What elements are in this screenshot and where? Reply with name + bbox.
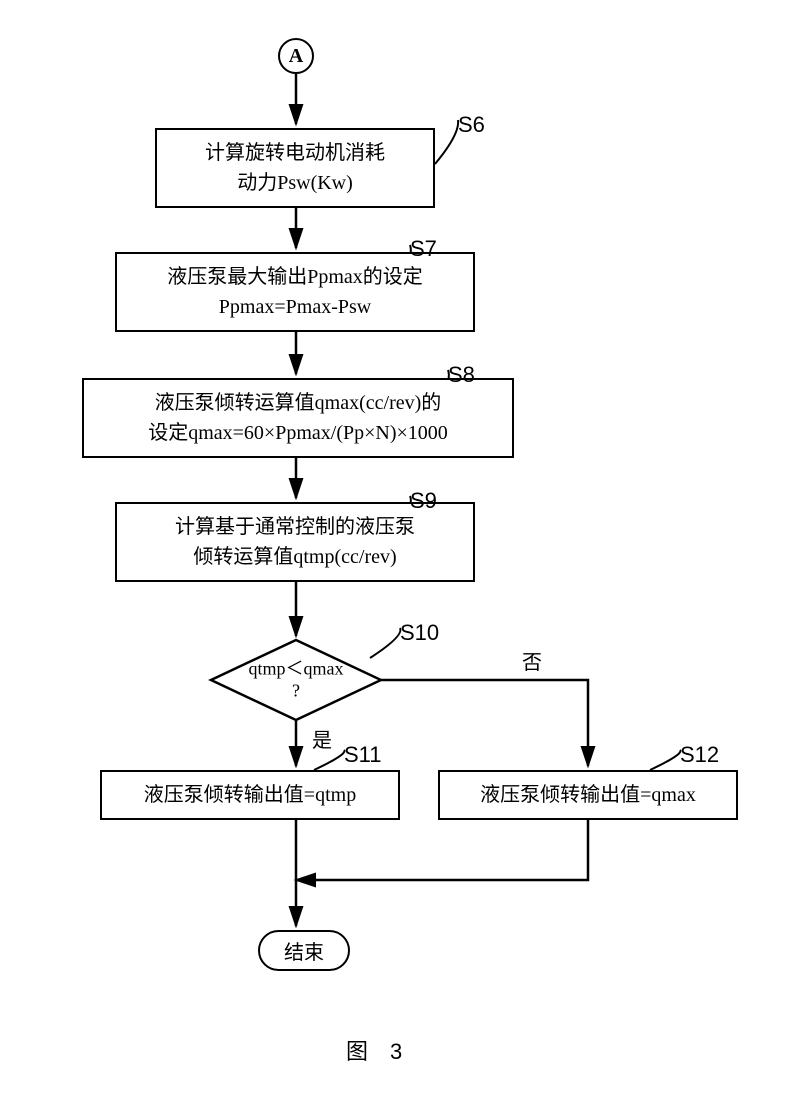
step-s12-line1: 液压泵倾转输出值=qmax [480,780,696,810]
connector-label: A [289,45,303,68]
step-s6-line1: 计算旋转电动机消耗 [205,138,385,168]
step-s11-line1: 液压泵倾转输出值=qtmp [144,780,356,810]
terminator-text: 结束 [284,942,324,964]
step-s8-box: 液压泵倾转运算值qmax(cc/rev)的 设定qmax=60×Ppmax/(P… [82,378,514,458]
step-s9-label: S9 [410,488,437,514]
step-s7-line1: 液压泵最大输出Ppmax的设定 [167,262,423,292]
step-s6-box: 计算旋转电动机消耗 动力Psw(Kw) [155,128,435,208]
connector-a: A [278,38,314,74]
figure-label: 图 3 [346,1034,402,1066]
step-s7-box: 液压泵最大输出Ppmax的设定 Ppmax=Pmax-Psw [115,252,475,332]
flowchart-container: A 计算旋转电动机消耗 动力Psw(Kw) S6 液压泵最大输出Ppmax的设定… [0,0,800,1108]
step-s10-question: ? [292,680,300,700]
step-s11-box: 液压泵倾转输出值=qtmp [100,770,400,820]
step-s10-condition: qtmp＜qmax [249,658,344,678]
step-s7-line2: Ppmax=Pmax-Psw [219,292,371,322]
step-s6-label: S6 [458,112,485,138]
step-s10-label: S10 [400,620,439,646]
step-s9-line1: 计算基于通常控制的液压泵 [175,512,415,542]
step-s9-line2: 倾转运算值qtmp(cc/rev) [193,542,396,572]
step-s12-label: S12 [680,742,719,768]
step-s10-yes: 是 [312,724,332,753]
step-s10-no: 否 [522,646,542,675]
step-s12-box: 液压泵倾转输出值=qmax [438,770,738,820]
step-s8-label: S8 [448,362,475,388]
step-s11-label: S11 [344,742,382,768]
step-s7-label: S7 [410,236,437,262]
step-s10-diamond: qtmp＜qmax ? [211,640,381,720]
terminator-end: 结束 [258,930,350,971]
step-s8-line1: 液压泵倾转运算值qmax(cc/rev)的 [155,388,442,418]
step-s9-box: 计算基于通常控制的液压泵 倾转运算值qtmp(cc/rev) [115,502,475,582]
step-s8-line2: 设定qmax=60×Ppmax/(Pp×N)×1000 [148,418,448,448]
step-s6-line2: 动力Psw(Kw) [237,168,353,198]
